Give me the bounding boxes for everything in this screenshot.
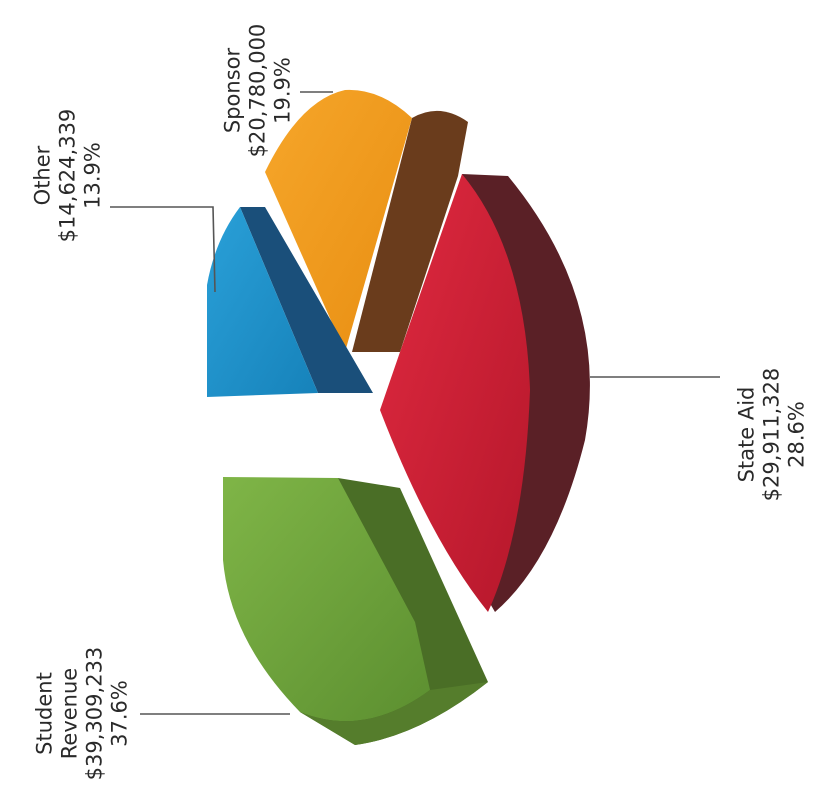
label-sponsor-value: $20,780,000 bbox=[245, 23, 270, 158]
slice-sponsor-top bbox=[265, 89, 412, 352]
label-sponsor: Sponsor $20,780,000 19.9% bbox=[221, 21, 296, 161]
slice-other-top bbox=[207, 207, 318, 397]
label-student-revenue-line2: Revenue bbox=[57, 667, 82, 760]
slice-state-aid bbox=[380, 174, 590, 612]
label-student-revenue-percent: 37.6% bbox=[107, 680, 132, 747]
label-state-aid-name: State Aid bbox=[734, 386, 759, 483]
slice-student-revenue bbox=[223, 477, 488, 745]
slice-student-revenue-top bbox=[223, 477, 430, 722]
leader-line-other bbox=[110, 206, 216, 293]
label-student-revenue-value: $39,309,233 bbox=[82, 646, 107, 781]
slice-student-revenue-rim bbox=[300, 682, 488, 745]
label-student-revenue-line1: Student bbox=[32, 672, 57, 755]
label-other-name: Other bbox=[30, 145, 55, 206]
label-state-aid-value: $29,911,328 bbox=[759, 367, 784, 502]
label-state-aid-percent: 28.6% bbox=[784, 401, 809, 468]
slice-state-aid-top bbox=[380, 174, 530, 612]
slice-sponsor-side bbox=[352, 110, 468, 352]
slice-other bbox=[207, 207, 373, 397]
label-other-value: $14,624,339 bbox=[55, 108, 80, 243]
label-sponsor-percent: 19.9% bbox=[270, 57, 295, 124]
slice-sponsor bbox=[265, 89, 468, 352]
label-state-aid: State Aid $29,911,328 28.6% bbox=[735, 365, 810, 505]
label-sponsor-name: Sponsor bbox=[220, 47, 245, 134]
leader-lines bbox=[110, 91, 720, 715]
label-other-percent: 13.9% bbox=[80, 142, 105, 209]
label-other: Other $14,624,339 13.9% bbox=[31, 106, 106, 246]
label-student-revenue: Student Revenue $39,309,233 37.6% bbox=[32, 644, 132, 784]
slice-other-side bbox=[240, 207, 373, 393]
